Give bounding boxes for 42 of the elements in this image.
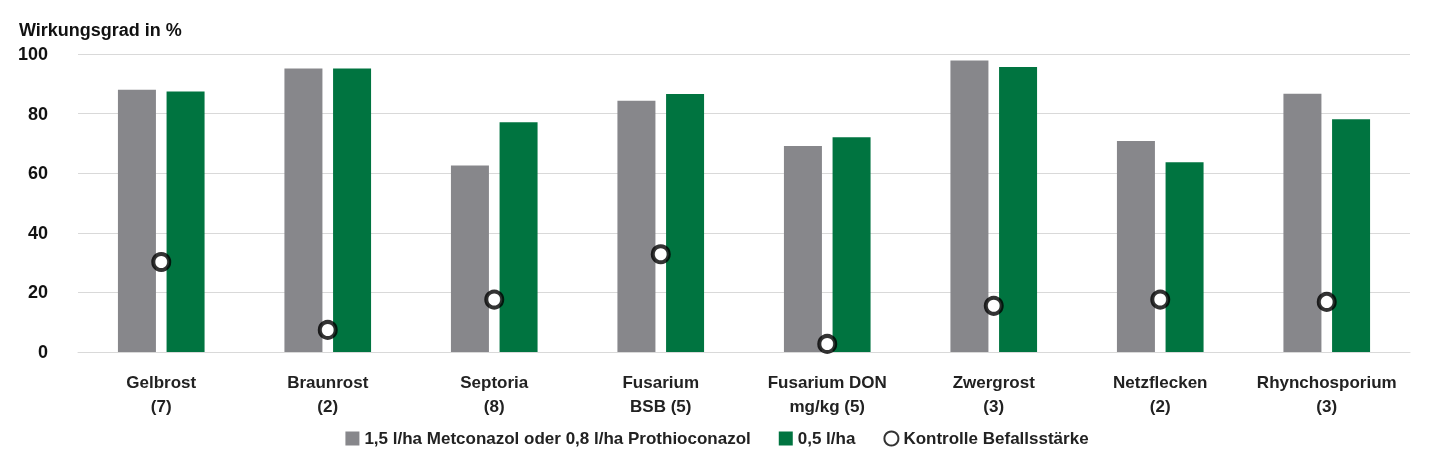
- bar: [1283, 93, 1322, 352]
- bar: [1116, 141, 1155, 352]
- point: [484, 289, 505, 310]
- bar: [450, 165, 489, 352]
- bar: [333, 68, 372, 352]
- x-tick-label: Septoria (8): [460, 372, 529, 416]
- y-tick-label: 100: [17, 44, 48, 64]
- point: [817, 333, 838, 354]
- bar: [666, 93, 705, 352]
- x-tick-label: Fusarium DON mg/kg (5): [767, 372, 887, 416]
- bar: [1332, 119, 1371, 352]
- x-tick-label: Fusarium BSB (5): [622, 372, 700, 416]
- bar: [832, 137, 871, 352]
- y-tick-label: 60: [27, 163, 48, 184]
- x-tick-label: Gelbrost (7): [126, 372, 197, 416]
- x-tick-label: Zwergrost (3): [952, 372, 1036, 416]
- y-tick-label: 0: [37, 342, 48, 362]
- legend-label: Kontrolle Befallsstärke: [903, 429, 1089, 448]
- x-tick-label: Braunrost (2): [287, 372, 369, 416]
- bar: [617, 100, 656, 352]
- bar: [117, 89, 156, 352]
- legend-label: 0,5 l/ha: [797, 429, 856, 448]
- x-tick-label: Netzflecken (2): [1113, 372, 1208, 416]
- point: [151, 252, 172, 272]
- point: [1316, 291, 1337, 312]
- y-tick-label: 40: [27, 222, 48, 243]
- bar: [950, 60, 989, 352]
- legend-label: 1,5 l/ha Metconazol oder 0,8 l/ha Prothioconazol: [364, 429, 751, 448]
- point: [650, 244, 671, 265]
- y-tick-label: 80: [27, 103, 48, 124]
- x-tick-label: Rhynchosporium (3): [1256, 372, 1397, 416]
- point: [317, 319, 338, 340]
- point: [1150, 289, 1171, 310]
- point: [983, 295, 1004, 316]
- bar: [783, 146, 822, 352]
- bar: [284, 68, 323, 352]
- y-tick-label: 20: [27, 282, 48, 303]
- bar: [999, 67, 1038, 352]
- bar: [166, 91, 205, 352]
- bar: [1165, 162, 1204, 352]
- bar: [499, 122, 538, 352]
- y-axis-title: Wirkungsgrad in %: [19, 20, 182, 40]
